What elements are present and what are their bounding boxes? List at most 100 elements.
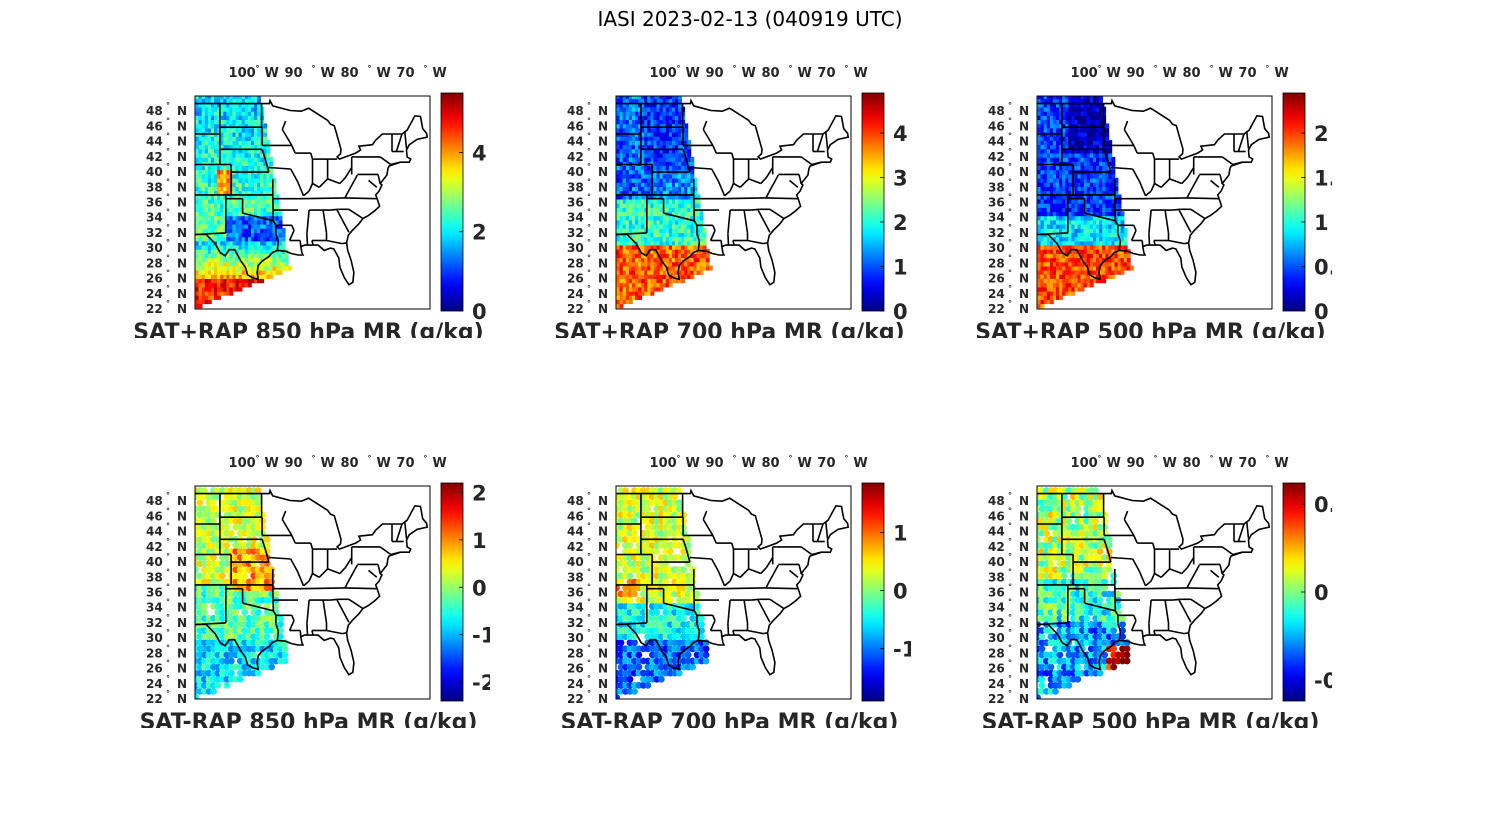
lat-label: 32 <box>146 616 163 630</box>
lat-hemisphere: N <box>177 509 187 523</box>
coastline <box>1037 98 1271 286</box>
lat-hemisphere: N <box>177 119 187 133</box>
lat-degree: ° <box>1008 162 1012 171</box>
map-area <box>615 485 852 700</box>
lat-hemisphere: N <box>598 646 608 660</box>
lat-degree: ° <box>587 101 591 110</box>
colorbar-tick-label: 0 <box>893 580 908 604</box>
data-field <box>616 96 713 309</box>
lat-label: 34 <box>567 601 584 615</box>
lat-hemisphere: N <box>177 211 187 225</box>
lat-hemisphere: N <box>598 119 608 133</box>
lat-degree: ° <box>1008 567 1012 576</box>
panel-title: SAT-RAP 500 hPa MR (g/kg) <box>982 710 1320 728</box>
lon-label: 70 <box>817 456 835 471</box>
lon-degree: ° <box>423 64 427 73</box>
map-panel-6: 100 ° W 90 ° W 80 ° W 70 ° W48 ° N46 ° N44 ° N42 ° N40 ° N38 °… <box>982 454 1332 728</box>
lat-label: 42 <box>567 150 584 164</box>
lon-hemisphere: W <box>853 66 867 81</box>
lat-hemisphere: N <box>1019 287 1029 301</box>
lat-hemisphere: N <box>177 555 187 569</box>
lat-hemisphere: N <box>1019 256 1029 270</box>
lat-degree: ° <box>166 522 170 531</box>
colorbar-tick-label: 1 <box>893 521 908 545</box>
lat-label: 26 <box>567 272 584 286</box>
lat-label: 42 <box>988 150 1005 164</box>
lat-label: 38 <box>567 570 584 584</box>
lon-degree: ° <box>312 454 316 463</box>
lon-hemisphere: W <box>1218 456 1232 471</box>
lat-hemisphere: N <box>1019 272 1029 286</box>
lat-label: 44 <box>146 525 163 539</box>
lon-degree: ° <box>1265 64 1269 73</box>
lat-label: 30 <box>567 631 584 645</box>
state-borders <box>195 103 408 251</box>
lat-degree: ° <box>1008 583 1012 592</box>
lon-hemisphere: W <box>265 66 279 81</box>
lat-degree: ° <box>166 506 170 515</box>
lat-hemisphere: N <box>598 631 608 645</box>
panel-title: SAT-RAP 700 hPa MR (g/kg) <box>561 710 899 728</box>
lon-degree: ° <box>844 64 848 73</box>
lat-degree: ° <box>1008 238 1012 247</box>
lon-hemisphere: W <box>742 456 756 471</box>
lat-degree: ° <box>587 269 591 278</box>
lat-label: 46 <box>567 509 584 523</box>
colorbar <box>440 92 464 312</box>
lat-degree: ° <box>587 299 591 308</box>
lat-label: 32 <box>567 226 584 240</box>
lat-label: 40 <box>988 555 1005 569</box>
data-field <box>195 487 289 699</box>
lat-hemisphere: N <box>598 570 608 584</box>
lat-degree: ° <box>587 284 591 293</box>
map-area <box>194 485 431 700</box>
lat-hemisphere: N <box>1019 180 1029 194</box>
colorbar-tick-label: -1 <box>893 638 911 662</box>
map-area <box>1036 95 1273 310</box>
lat-label: 48 <box>567 104 584 118</box>
lat-degree: ° <box>587 132 591 141</box>
lat-hemisphere: N <box>1019 586 1029 600</box>
lat-hemisphere: N <box>1019 677 1029 691</box>
map-frame <box>1036 485 1273 700</box>
panel-title: SAT+RAP 500 hPa MR (g/kg) <box>975 320 1325 338</box>
lat-hemisphere: N <box>177 692 187 706</box>
lat-label: 34 <box>146 601 163 615</box>
lat-hemisphere: N <box>1019 165 1029 179</box>
lat-degree: ° <box>1008 177 1012 186</box>
lat-label: 34 <box>567 211 584 225</box>
colorbar-tick-label: 0 <box>893 300 908 324</box>
lat-label: 44 <box>567 525 584 539</box>
lat-hemisphere: N <box>1019 119 1029 133</box>
lat-hemisphere: N <box>598 601 608 615</box>
lon-hemisphere: W <box>853 456 867 471</box>
colorbar-tick-label: 0.5 <box>1314 256 1332 280</box>
lat-degree: ° <box>587 147 591 156</box>
lat-label: 36 <box>988 196 1005 210</box>
lat-degree: ° <box>587 628 591 637</box>
lat-degree: ° <box>587 238 591 247</box>
colorbar-tick-label: 4 <box>472 141 487 165</box>
colorbar-tick-label: 1.5 <box>1314 167 1332 191</box>
lon-hemisphere: W <box>376 456 390 471</box>
lon-label: 80 <box>761 456 779 471</box>
lat-degree: ° <box>1008 506 1012 515</box>
lat-label: 48 <box>988 494 1005 508</box>
lon-degree: ° <box>788 454 792 463</box>
lat-degree: ° <box>1008 284 1012 293</box>
lon-degree: ° <box>367 454 371 463</box>
lat-hemisphere: N <box>177 494 187 508</box>
lat-label: 22 <box>988 302 1005 316</box>
lat-hemisphere: N <box>1019 226 1029 240</box>
lon-degree: ° <box>423 454 427 463</box>
lat-hemisphere: N <box>177 525 187 539</box>
lat-degree: ° <box>587 253 591 262</box>
lat-label: 48 <box>146 494 163 508</box>
lat-hemisphere: N <box>598 677 608 691</box>
lat-label: 36 <box>567 196 584 210</box>
lon-degree: ° <box>256 64 260 73</box>
lat-label: 32 <box>988 616 1005 630</box>
data-field <box>1037 96 1134 309</box>
colorbar-tick-label: 0 <box>1314 300 1329 324</box>
lat-degree: ° <box>1008 598 1012 607</box>
